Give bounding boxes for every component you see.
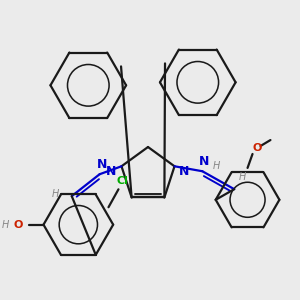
Text: N: N [179,165,190,178]
Text: H: H [52,189,59,199]
Text: N: N [106,165,117,178]
Text: O: O [253,143,262,153]
Text: H: H [213,161,220,171]
Text: Cl: Cl [116,176,128,186]
Text: H: H [2,220,9,230]
Text: H: H [238,172,246,182]
Text: N: N [96,158,107,171]
Text: O: O [14,220,23,230]
Text: N: N [199,155,210,168]
